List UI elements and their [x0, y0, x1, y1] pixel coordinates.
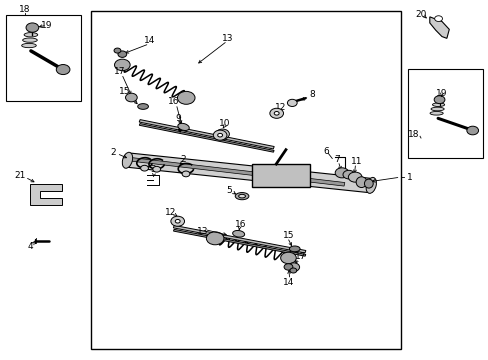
Circle shape	[280, 252, 296, 264]
Circle shape	[434, 16, 442, 22]
Ellipse shape	[431, 103, 444, 107]
Text: 17: 17	[294, 252, 305, 261]
Ellipse shape	[122, 152, 132, 168]
Ellipse shape	[238, 194, 245, 198]
Polygon shape	[173, 229, 305, 256]
Circle shape	[26, 23, 39, 32]
Ellipse shape	[429, 112, 442, 115]
Circle shape	[182, 171, 189, 177]
Polygon shape	[139, 123, 273, 152]
Text: 13: 13	[221, 34, 233, 43]
Text: 4: 4	[27, 242, 33, 251]
Ellipse shape	[289, 246, 300, 252]
Text: 3: 3	[150, 166, 155, 175]
Circle shape	[175, 220, 180, 223]
Circle shape	[125, 93, 137, 102]
Ellipse shape	[355, 177, 366, 188]
Polygon shape	[139, 120, 274, 149]
Text: 13: 13	[197, 228, 208, 237]
Text: 10: 10	[219, 119, 230, 128]
Text: 8: 8	[308, 90, 314, 99]
Ellipse shape	[21, 43, 36, 48]
Circle shape	[213, 130, 226, 140]
Text: 12: 12	[164, 208, 176, 217]
Circle shape	[284, 264, 292, 270]
Ellipse shape	[22, 38, 37, 42]
Ellipse shape	[178, 123, 189, 131]
Circle shape	[206, 232, 224, 245]
Circle shape	[215, 129, 229, 139]
Circle shape	[433, 96, 444, 104]
Text: 5: 5	[225, 185, 231, 194]
Circle shape	[114, 48, 121, 53]
Circle shape	[466, 126, 478, 135]
Text: 11: 11	[350, 157, 362, 166]
Circle shape	[217, 134, 222, 137]
Circle shape	[274, 112, 279, 115]
Circle shape	[170, 216, 184, 226]
Text: 19: 19	[41, 21, 53, 30]
Ellipse shape	[430, 107, 443, 111]
Text: 2: 2	[110, 148, 116, 157]
Text: 18: 18	[407, 130, 419, 139]
Text: 21: 21	[15, 171, 26, 180]
Circle shape	[287, 263, 299, 271]
Bar	[407, 69, 483, 158]
Bar	[251, 164, 310, 187]
Circle shape	[334, 168, 348, 178]
Circle shape	[141, 165, 148, 171]
Text: 19: 19	[435, 89, 447, 98]
Bar	[91, 12, 400, 348]
Ellipse shape	[366, 177, 376, 193]
Text: 6: 6	[323, 147, 328, 156]
Text: 14: 14	[143, 36, 155, 45]
Ellipse shape	[232, 230, 244, 237]
Text: 16: 16	[168, 97, 179, 106]
Text: 7: 7	[334, 155, 339, 164]
Circle shape	[56, 64, 70, 75]
Text: 1: 1	[407, 173, 412, 182]
Polygon shape	[429, 17, 448, 39]
Polygon shape	[129, 157, 344, 186]
Text: 14: 14	[282, 278, 293, 287]
Circle shape	[287, 99, 297, 107]
Circle shape	[347, 172, 361, 182]
Circle shape	[153, 166, 160, 172]
Bar	[5, 15, 81, 101]
Circle shape	[118, 51, 126, 57]
Text: 2: 2	[181, 155, 186, 164]
Ellipse shape	[24, 33, 38, 37]
Text: 15: 15	[119, 86, 130, 95]
Circle shape	[114, 59, 130, 71]
Ellipse shape	[235, 193, 248, 200]
Text: 16: 16	[234, 220, 246, 229]
Circle shape	[289, 268, 296, 273]
Text: 9: 9	[176, 114, 181, 123]
Text: 17: 17	[114, 67, 125, 76]
Text: 18: 18	[20, 5, 31, 14]
Polygon shape	[173, 225, 305, 253]
Text: 20: 20	[415, 10, 427, 19]
Polygon shape	[30, 184, 61, 205]
Text: 12: 12	[274, 103, 285, 112]
Ellipse shape	[364, 179, 372, 188]
Polygon shape	[128, 153, 369, 193]
Text: 15: 15	[282, 231, 294, 240]
Circle shape	[177, 91, 195, 104]
Circle shape	[269, 108, 283, 118]
Ellipse shape	[138, 104, 148, 109]
Circle shape	[342, 170, 354, 179]
